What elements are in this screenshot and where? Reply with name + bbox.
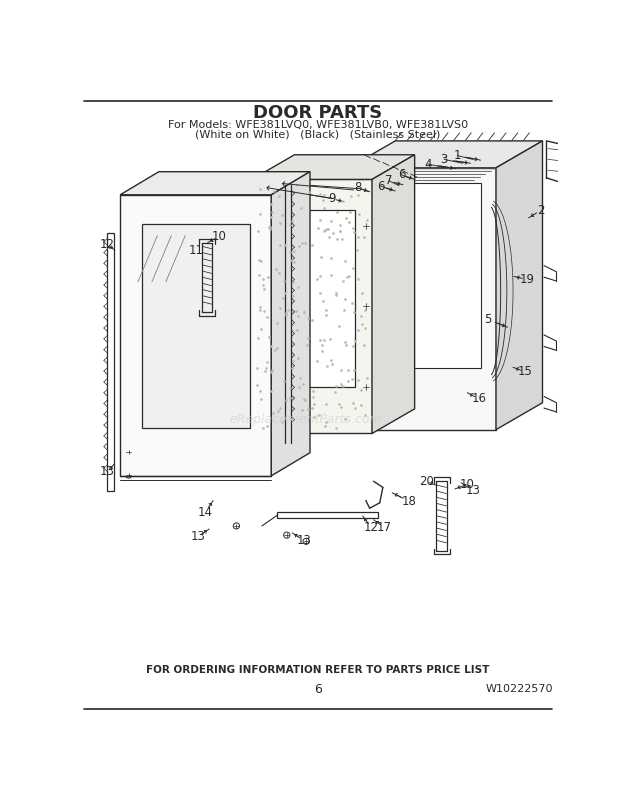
Text: 10: 10 [212, 230, 227, 243]
Text: 3: 3 [440, 153, 448, 166]
Text: 10: 10 [460, 478, 475, 491]
Text: 20: 20 [419, 475, 433, 488]
Text: DOOR PARTS: DOOR PARTS [253, 104, 383, 122]
Polygon shape [252, 155, 415, 180]
Polygon shape [496, 141, 542, 430]
Text: 13: 13 [190, 530, 205, 543]
Text: 1: 1 [453, 149, 461, 162]
Text: 18: 18 [402, 495, 417, 508]
Text: 19: 19 [520, 273, 534, 286]
Text: eReplacementParts.com: eReplacementParts.com [230, 413, 383, 426]
Text: 7: 7 [385, 175, 393, 188]
Polygon shape [272, 172, 310, 476]
Text: (White on White)   (Black)   (Stainless Steel): (White on White) (Black) (Stainless Stee… [195, 130, 440, 140]
Polygon shape [269, 210, 355, 387]
Text: W10222570: W10222570 [485, 684, 553, 695]
Polygon shape [120, 172, 310, 195]
Polygon shape [252, 180, 372, 434]
Polygon shape [348, 141, 542, 168]
Text: 6: 6 [378, 180, 385, 192]
Text: 5: 5 [485, 313, 492, 326]
Text: For Models: WFE381LVQ0, WFE381LVB0, WFE381LVS0: For Models: WFE381LVQ0, WFE381LVB0, WFE3… [167, 119, 468, 130]
Polygon shape [365, 183, 481, 368]
Text: 6: 6 [397, 168, 405, 181]
Text: 11: 11 [188, 244, 203, 257]
Text: 13: 13 [296, 534, 311, 547]
Text: 17: 17 [377, 521, 392, 534]
Text: 12: 12 [99, 237, 115, 250]
Text: 9: 9 [328, 192, 335, 205]
Text: 4: 4 [424, 157, 432, 171]
Polygon shape [348, 168, 496, 430]
Text: FOR ORDERING INFORMATION REFER TO PARTS PRICE LIST: FOR ORDERING INFORMATION REFER TO PARTS … [146, 665, 489, 675]
Text: 13: 13 [100, 465, 114, 479]
Polygon shape [142, 224, 249, 428]
Text: 2: 2 [537, 204, 545, 217]
Polygon shape [372, 155, 415, 434]
Text: 13: 13 [466, 484, 480, 497]
Text: 8: 8 [355, 181, 361, 194]
Text: 12: 12 [364, 521, 379, 534]
Polygon shape [120, 195, 272, 476]
Text: 15: 15 [518, 366, 533, 379]
Text: 14: 14 [198, 505, 213, 519]
Text: 16: 16 [471, 392, 487, 405]
Text: 6: 6 [314, 683, 322, 695]
